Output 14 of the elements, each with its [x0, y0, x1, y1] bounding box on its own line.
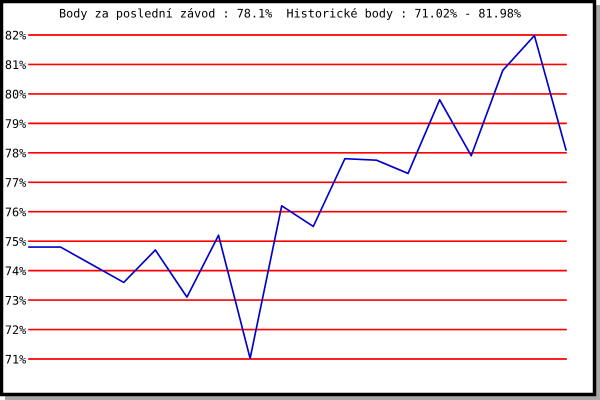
y-tick-label: 75% [6, 237, 26, 246]
y-tick-label: 74% [6, 266, 26, 276]
line-series [28, 34, 567, 360]
chart-title: Body za poslední závod : 78.1% Historické body : 71.02% - 81.98% [60, 8, 521, 20]
y-tick-label: 82% [6, 30, 26, 40]
y-tick-label: 71% [6, 354, 26, 364]
y-tick-label: 76% [6, 207, 26, 216]
y-tick-label: 72% [6, 325, 26, 334]
y-tick-label: 78% [6, 148, 26, 158]
y-tick-label: 79% [6, 119, 26, 128]
y-tick-label: 80% [6, 90, 26, 99]
y-tick-label: 77% [6, 178, 26, 187]
y-tick-label: 81% [6, 60, 26, 70]
y-tick-label: 73% [6, 296, 26, 305]
